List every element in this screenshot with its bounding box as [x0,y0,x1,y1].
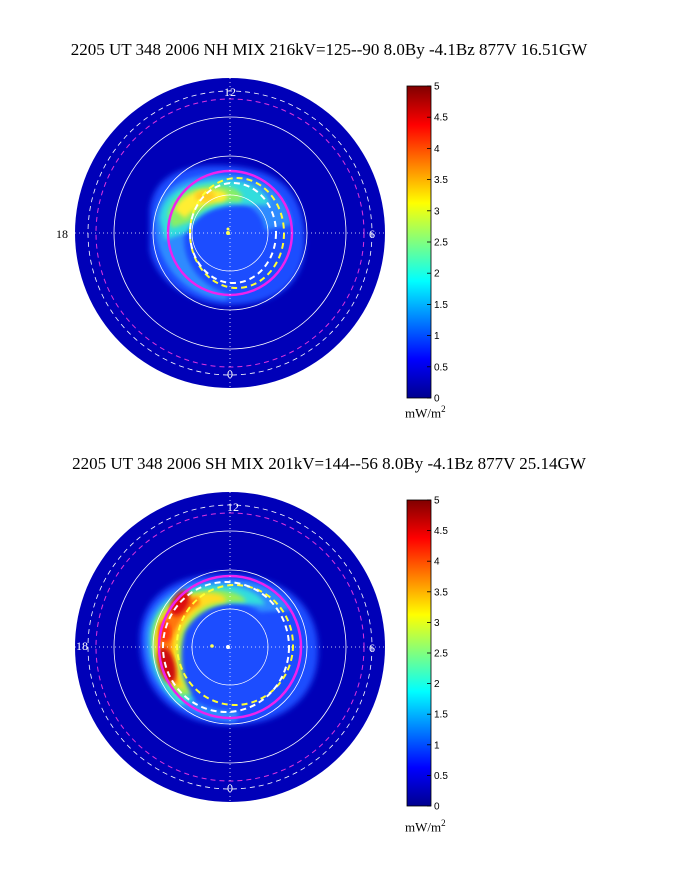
pole-marker-sh [226,645,230,649]
colorbar-tick-label-sh: 0 [434,802,440,813]
colorbar-tick-label-nh: 4.5 [434,113,448,124]
colorbar-tick-label-sh: 2.5 [434,649,448,660]
flux-map-sh [140,574,318,725]
units-text-nh: mW/m [405,405,442,421]
pole-marker-nh [226,231,230,235]
colorbar-tick-label-sh: 2 [434,679,440,690]
colorbar-nh: 0 0.5 1 1.5 2 2.5 3 3.5 4 4.5 5 [406,82,448,405]
mlt-label-left-sh: 18 [76,639,88,653]
colorbar-tick-label-nh: 3.5 [434,175,448,186]
colorbar-units-nh: mW/m2 [405,404,446,421]
colorbar-tick-label-nh: 4 [434,144,440,155]
mlt-label-top-nh: 12 [224,85,236,99]
colorbar-tick-label-sh: 0.5 [434,771,448,782]
colorbar-tick-label-nh: 1 [434,331,440,342]
colorbar-tick-label-sh: 4 [434,557,440,568]
flux-map-nh [150,165,305,305]
units-text-sh: mW/m [405,819,442,835]
colorbar-tick-label-nh: 0.5 [434,362,448,373]
colorbar-tick-label-nh: 2 [434,269,440,280]
mlt-label-bottom-sh: 0 [227,781,233,795]
units-exp-nh: 2 [441,404,446,414]
colorbar-tick-label-nh: 3 [434,206,440,217]
mlt-label-left-nh: 18 [56,227,68,241]
polar-plot-sh: 12 0 18 6 [75,492,385,802]
colorbar-tick-label-sh: 3.5 [434,587,448,598]
polar-plot-nh: 12 0 18 6 [56,78,385,388]
colorbar-ticks-sh: 0 0.5 1 1.5 2 2.5 3 3.5 4 4.5 5 [427,496,448,813]
colorbar-units-sh: mW/m2 [405,818,446,835]
colorbar-tick-label-sh: 1.5 [434,710,448,721]
colorbar-ticks-nh: 0 0.5 1 1.5 2 2.5 3 3.5 4 4.5 5 [427,82,448,405]
colorbar-sh: 0 0.5 1 1.5 2 2.5 3 3.5 4 4.5 5 [406,496,448,813]
mlt-label-bottom-nh: 0 [227,367,233,381]
colorbar-tick-label-sh: 5 [434,496,440,507]
panel-title-sh: 2205 UT 348 2006 SH MIX 201kV=144--56 8.… [0,454,698,474]
colorbar-tick-label-nh: 2.5 [434,238,448,249]
mlt-label-right-nh: 6 [369,227,375,241]
colorbar-tick-label-sh: 3 [434,618,440,629]
title-text-nh: 2205 UT 348 2006 NH MIX 216kV=125--90 8.… [70,40,588,59]
colorbar-tick-label-sh: 4.5 [434,526,448,537]
title-text-sh: 2205 UT 348 2006 SH MIX 201kV=144--56 8.… [72,454,586,473]
colorbar-tick-label-nh: 0 [434,394,440,405]
units-exp-sh: 2 [441,818,446,828]
mlt-label-right-sh: 6 [369,641,375,655]
panel-title-nh: 2205 UT 348 2006 NH MIX 216kV=125--90 8.… [0,40,698,60]
colorbar-tick-label-sh: 1 [434,740,440,751]
colorbar-tick-label-nh: 1.5 [434,300,448,311]
colorbar-tick-label-nh: 5 [434,82,440,93]
mlt-label-top-sh: 12 [227,500,239,514]
